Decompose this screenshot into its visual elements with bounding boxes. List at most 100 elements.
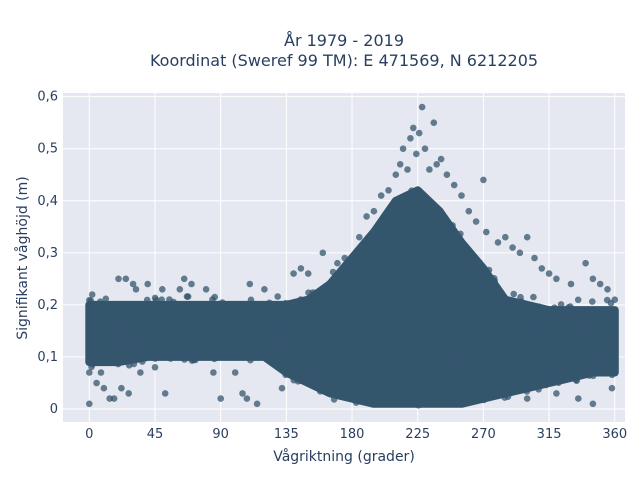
data-point [127, 340, 135, 348]
data-point [572, 376, 580, 384]
data-point [556, 366, 563, 374]
data-point [211, 355, 218, 363]
data-point [272, 340, 279, 348]
data-point [132, 286, 140, 293]
data-point [431, 228, 438, 235]
data-point [291, 360, 298, 368]
data-point [450, 236, 457, 243]
data-point [132, 332, 140, 339]
data-point [447, 359, 454, 367]
data-point [587, 331, 595, 339]
data-point [391, 199, 399, 206]
chart-title-line2: Koordinat (Sweref 99 TM): E 471569, N 62… [150, 51, 538, 70]
data-point [154, 312, 162, 319]
data-point [421, 385, 428, 393]
data-point [314, 366, 322, 373]
data-point [320, 304, 328, 312]
data-point [432, 314, 440, 322]
data-point [329, 268, 337, 276]
data-point [341, 254, 349, 262]
data-point [479, 387, 487, 395]
data-point [450, 181, 458, 189]
data-point [413, 255, 420, 263]
data-point [247, 356, 254, 364]
data-point [213, 328, 221, 335]
data-point [103, 351, 110, 359]
data-point [385, 187, 392, 194]
data-point [386, 272, 394, 280]
data-point [408, 310, 416, 317]
data-point [490, 302, 498, 309]
data-point [93, 323, 101, 330]
data-point [261, 286, 268, 293]
data-point [467, 334, 474, 341]
data-point [190, 337, 197, 345]
data-point [608, 358, 615, 366]
data-point [466, 313, 473, 320]
data-point [404, 166, 411, 173]
data-point [402, 398, 410, 405]
data-point [523, 233, 531, 241]
data-point [494, 374, 501, 382]
data-point [396, 161, 404, 168]
data-point [202, 286, 210, 293]
data-point [295, 368, 302, 376]
data-point [113, 331, 120, 339]
data-point [134, 316, 141, 324]
data-point [270, 326, 277, 334]
data-point [473, 350, 481, 358]
data-point [314, 375, 322, 382]
data-point [116, 326, 124, 333]
data-point [101, 322, 109, 329]
data-point [164, 331, 171, 339]
data-point [274, 361, 281, 369]
data-point [294, 341, 302, 349]
data-point [433, 161, 441, 168]
data-point [247, 296, 255, 304]
y-tick-label: 0,4 [37, 194, 58, 209]
data-point [545, 270, 553, 277]
data-point [540, 371, 547, 379]
data-point [455, 266, 463, 273]
data-point [259, 332, 267, 339]
data-point [582, 259, 589, 267]
data-point [414, 232, 421, 240]
data-point [523, 388, 531, 395]
data-point [143, 296, 151, 304]
data-point [582, 317, 590, 325]
data-point [458, 192, 465, 199]
data-point [553, 275, 560, 283]
data-point [494, 239, 502, 246]
data-point [192, 356, 199, 364]
data-point [408, 249, 416, 256]
data-point [181, 356, 188, 363]
data-point [445, 281, 453, 289]
data-point [130, 354, 137, 362]
data-point [545, 361, 552, 368]
data-point [423, 294, 430, 302]
data-point [93, 379, 100, 387]
data-point [145, 347, 153, 354]
data-point [434, 296, 441, 303]
data-point [220, 317, 227, 324]
data-point [533, 337, 541, 344]
data-point [562, 349, 569, 356]
y-axis-title: Signifikant våghöjd (m) [14, 176, 31, 339]
data-point [239, 390, 246, 397]
data-point [528, 329, 536, 336]
data-point [433, 384, 440, 391]
data-point [415, 211, 423, 218]
data-point [316, 388, 324, 395]
data-point [452, 395, 460, 403]
data-point [443, 290, 450, 298]
data-point [290, 270, 297, 277]
data-point [575, 395, 582, 402]
data-point [86, 400, 93, 408]
data-point [502, 233, 509, 241]
data-point [417, 370, 425, 377]
data-point [445, 314, 453, 321]
data-point [297, 296, 305, 303]
data-point [611, 296, 619, 304]
data-point [544, 335, 551, 342]
